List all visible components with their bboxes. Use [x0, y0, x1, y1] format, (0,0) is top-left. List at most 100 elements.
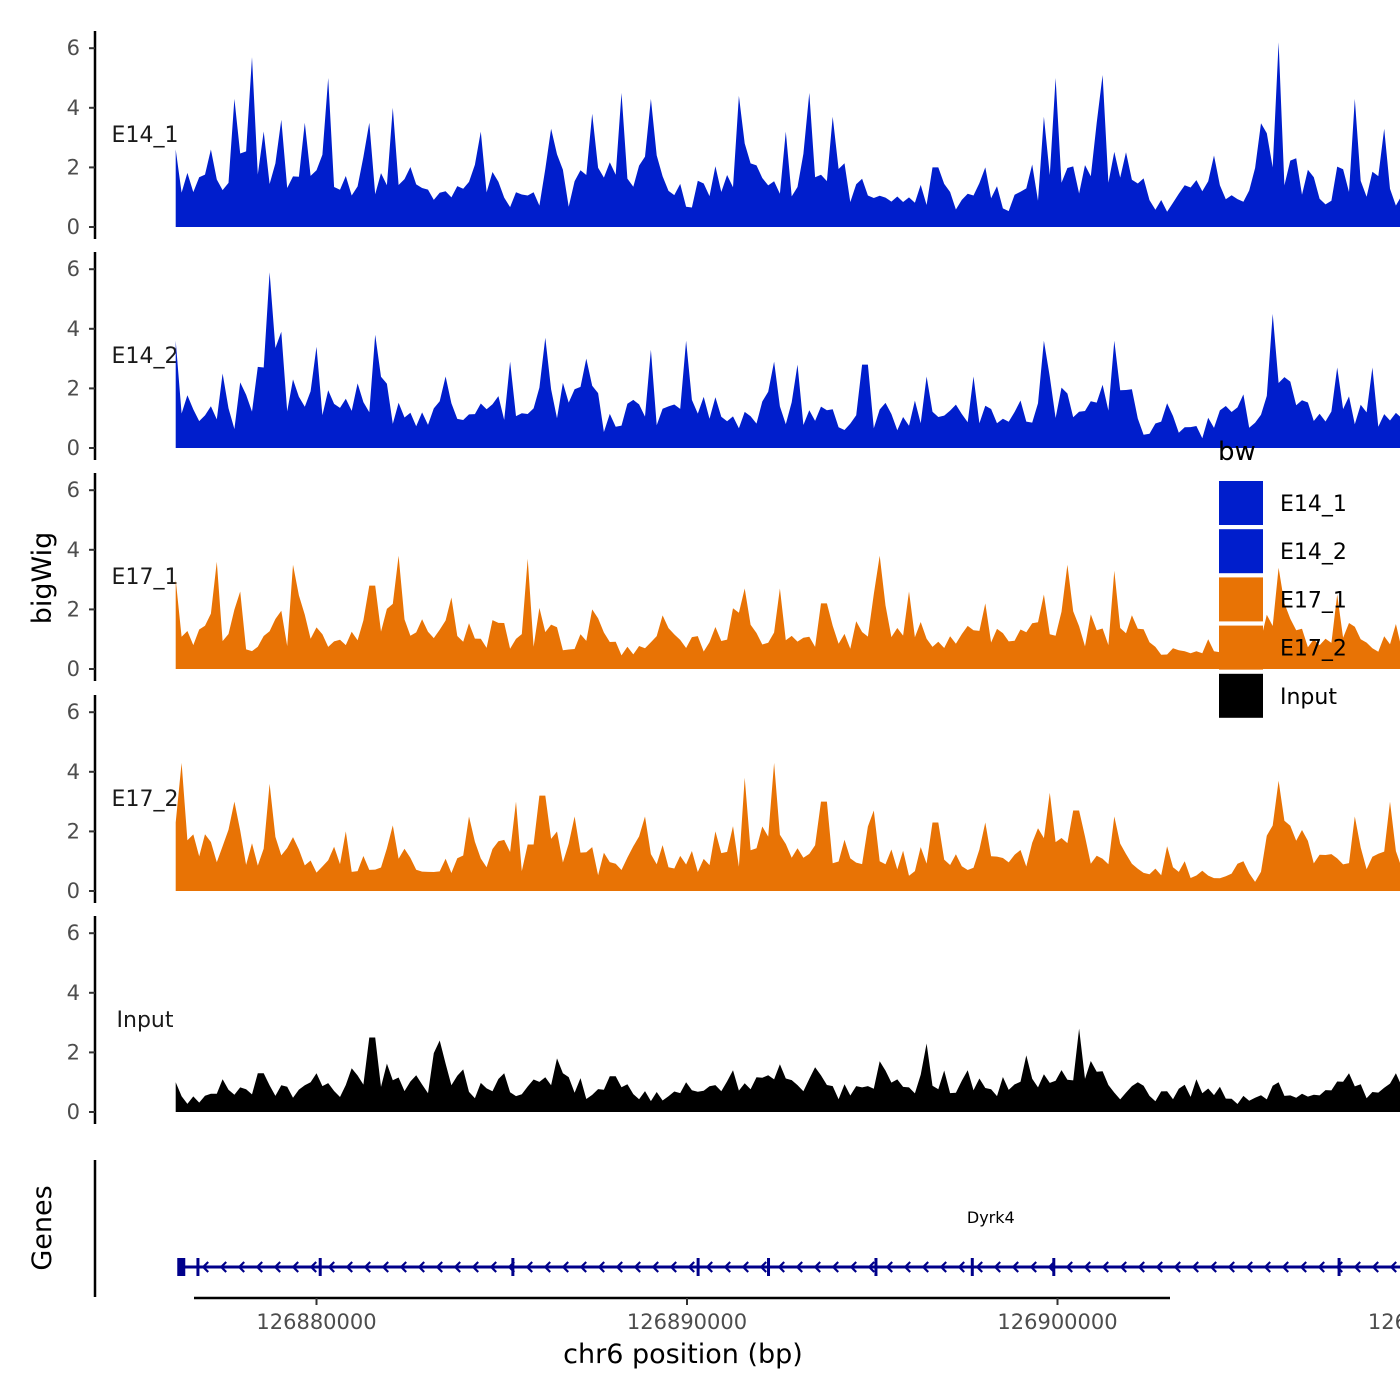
y-tick-label: 4 — [67, 317, 80, 341]
exon — [1337, 1258, 1341, 1276]
strand-arrow — [597, 1261, 605, 1273]
strand-arrow — [525, 1261, 533, 1273]
strand-arrow — [201, 1261, 209, 1273]
exon — [511, 1258, 515, 1276]
y-axis-title: bigWig — [27, 532, 58, 625]
strand-arrow — [1155, 1261, 1163, 1273]
legend-key-Input — [1219, 673, 1263, 718]
gene-Dyrk4: Dyrk4 — [177, 1208, 1400, 1276]
strand-arrow — [453, 1261, 461, 1273]
panel-E17_2: 0 2 4 6 E17_2 — [67, 695, 1400, 903]
strand-arrow — [399, 1261, 407, 1273]
y-tick-label: 2 — [67, 597, 80, 621]
legend-label-E14_2: E14_2 — [1280, 540, 1347, 565]
y-tick-label: 0 — [67, 1100, 80, 1124]
strand-arrow — [1263, 1261, 1271, 1273]
legend-key-E14_1 — [1219, 481, 1263, 525]
legend-label-E17_2: E17_2 — [1280, 637, 1347, 662]
strand-arrow — [255, 1261, 263, 1273]
strand-arrow — [543, 1261, 551, 1273]
coverage-panels: 0 2 4 6 E14_1 0 2 4 6 E14_2 0 2 4 6 E17_1 0 2 4 6 E17_2 0 2 4 6… — [67, 31, 1400, 1124]
y-tick-label: 2 — [67, 376, 80, 400]
exon — [177, 1258, 186, 1276]
strand-arrow — [993, 1261, 1001, 1273]
strand-arrow — [381, 1261, 389, 1273]
x-tick-label: 126900000 — [997, 1310, 1117, 1334]
strand-arrow — [363, 1261, 371, 1273]
panel-label-Input: Input — [117, 1008, 174, 1033]
exon — [767, 1258, 771, 1276]
exon — [318, 1258, 322, 1276]
strand-arrow — [615, 1261, 623, 1273]
strand-arrow — [741, 1261, 749, 1273]
strand-arrow — [885, 1261, 893, 1273]
strand-arrow — [903, 1261, 911, 1273]
coverage-area-Input — [175, 1028, 1400, 1112]
coverage-area-E14_2 — [175, 272, 1400, 448]
strand-arrow — [489, 1261, 497, 1273]
y-tick-label: 6 — [67, 257, 80, 281]
strand-arrow — [777, 1261, 785, 1273]
strand-arrow — [705, 1261, 713, 1273]
strand-arrow — [273, 1261, 281, 1273]
strand-arrow — [1011, 1261, 1019, 1273]
strand-arrow — [921, 1261, 929, 1273]
y-tick-label: 4 — [67, 981, 80, 1005]
strand-arrow — [633, 1261, 641, 1273]
strand-arrow — [669, 1261, 677, 1273]
strand-arrow — [1083, 1261, 1091, 1273]
y-tick-label: 0 — [67, 436, 80, 460]
y-tick-label: 4 — [67, 538, 80, 562]
strand-arrow — [723, 1261, 731, 1273]
strand-arrow — [1191, 1261, 1199, 1273]
legend-key-E17_1 — [1219, 577, 1263, 622]
y-tick-label: 0 — [67, 215, 80, 239]
strand-arrow — [1137, 1261, 1145, 1273]
y-tick-label: 0 — [67, 657, 80, 681]
y-tick-label: 6 — [67, 36, 80, 60]
y-tick-label: 6 — [67, 478, 80, 502]
strand-arrow — [1353, 1261, 1361, 1273]
strand-arrow — [1101, 1261, 1109, 1273]
strand-arrow — [759, 1261, 767, 1273]
y-tick-label: 2 — [67, 155, 80, 179]
strand-arrow — [1317, 1261, 1325, 1273]
strand-arrow — [309, 1261, 317, 1273]
strand-arrow — [1029, 1261, 1037, 1273]
gene-track: Dyrk4Rad51ap1 — [93, 1160, 1400, 1297]
strand-arrow — [1173, 1261, 1181, 1273]
coverage-area-E14_1 — [175, 42, 1400, 227]
gene-label-Dyrk4: Dyrk4 — [967, 1208, 1015, 1227]
strand-arrow — [291, 1261, 299, 1273]
x-axis-title: chr6 position (bp) — [563, 1339, 803, 1370]
strand-arrow — [939, 1261, 947, 1273]
strand-arrow — [219, 1261, 227, 1273]
legend-label-E17_1: E17_1 — [1280, 588, 1347, 613]
y-tick-label: 4 — [67, 96, 80, 120]
coverage-area-E17_2 — [175, 762, 1400, 891]
strand-arrow — [1389, 1261, 1397, 1273]
panel-E17_1: 0 2 4 6 E17_1 — [67, 473, 1400, 681]
y-tick-label: 2 — [67, 819, 80, 843]
y-tick-label: 2 — [67, 1040, 80, 1064]
strand-arrow — [831, 1261, 839, 1273]
legend-key-E17_2 — [1219, 625, 1263, 670]
strand-arrow — [1299, 1261, 1307, 1273]
exon — [874, 1258, 878, 1276]
legend: bw E14_1 E14_2 E17_1 E17_2 Input — [1218, 437, 1347, 718]
y-tick-label: 6 — [67, 921, 80, 945]
panel-label-E17_1: E17_1 — [112, 565, 179, 590]
strand-arrow — [849, 1261, 857, 1273]
strand-arrow — [561, 1261, 569, 1273]
strand-arrow — [1119, 1261, 1127, 1273]
strand-arrow — [867, 1261, 875, 1273]
panel-E14_2: 0 2 4 6 E14_2 — [67, 252, 1400, 460]
strand-arrow — [1281, 1261, 1289, 1273]
panel-label-E17_2: E17_2 — [112, 787, 179, 812]
x-tick-label: 126910000 — [1368, 1310, 1400, 1334]
y-tick-label: 4 — [67, 760, 80, 784]
strand-arrow — [1245, 1261, 1253, 1273]
panel-label-E14_1: E14_1 — [112, 123, 179, 148]
legend-label-E14_1: E14_1 — [1280, 492, 1347, 517]
